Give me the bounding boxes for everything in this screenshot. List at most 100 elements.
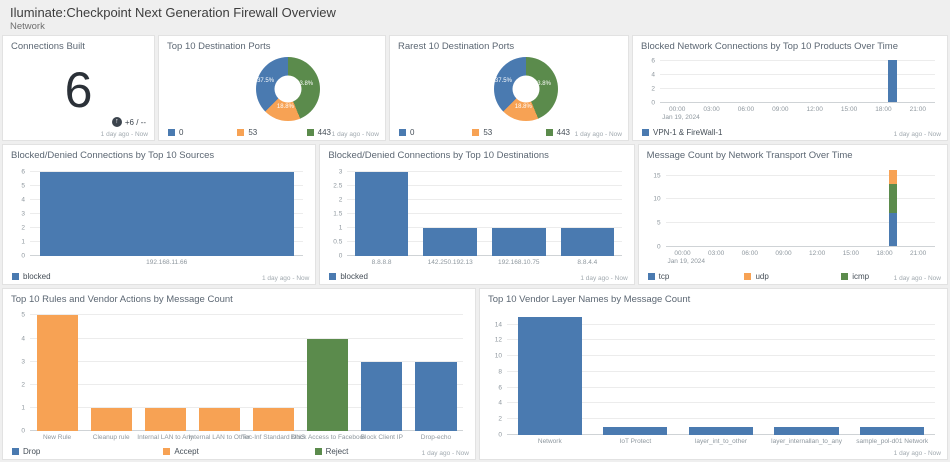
y-tick-label: 0 <box>21 252 25 260</box>
bar[interactable] <box>361 361 403 431</box>
legend-item-blocked[interactable]: blocked <box>12 272 306 281</box>
y-tick-label: 10 <box>653 195 661 203</box>
gridline <box>30 360 463 362</box>
legend-item-0[interactable]: 0 <box>168 128 237 137</box>
slice-percentage-label: 18.8% <box>514 104 532 111</box>
donut-chart-area: 43.8% 18.8% 37.5% <box>159 53 385 125</box>
x-tick-label: 8.8.4.4 <box>577 259 598 266</box>
y-tick-label: 6 <box>651 57 655 65</box>
x-tick-label: 21:00 <box>910 250 927 257</box>
legend-item-udp[interactable]: udp <box>744 272 841 281</box>
gridline <box>347 171 622 173</box>
bar-segment-icmp[interactable] <box>889 184 898 213</box>
panel-top-destination-ports: Top 10 Destination Ports 43.8% 18.8% 37.5%… <box>158 35 386 141</box>
panel-blocked-by-destinations: Blocked/Denied Connections by Top 10 Des… <box>319 144 635 285</box>
bars-area: 192.168.11.66 <box>30 168 303 266</box>
x-axis-line <box>660 102 935 103</box>
bar[interactable] <box>198 407 240 431</box>
y-tick-label: 1.5 <box>333 210 343 218</box>
gridline <box>507 370 935 372</box>
y-tick-label: 5 <box>21 311 25 319</box>
bar[interactable] <box>415 361 457 431</box>
bar-stack[interactable] <box>888 60 897 102</box>
y-tick-label: 4 <box>21 196 25 204</box>
connections-built-value: 6 <box>64 61 93 118</box>
legend: tcp udp icmp <box>639 269 947 284</box>
bar[interactable] <box>144 407 186 431</box>
y-tick-label: 3 <box>21 358 25 366</box>
legend-label: Reject <box>325 447 349 456</box>
legend: blocked <box>320 269 633 284</box>
y-tick-label: 3 <box>338 168 343 176</box>
x-tick-label: 12:00 <box>806 106 823 113</box>
bar[interactable] <box>603 427 668 435</box>
bar-slot: Tec-Inf Standard DNS <box>242 312 305 441</box>
bar[interactable] <box>774 427 839 435</box>
bar-segment-tcp[interactable] <box>889 212 898 246</box>
panel-title: Top 10 Rules and Vendor Actions by Messa… <box>11 294 233 305</box>
legend-item-blocked[interactable]: blocked <box>329 272 624 281</box>
legend-swatch <box>545 129 553 136</box>
bar[interactable] <box>517 316 582 435</box>
bar[interactable] <box>560 228 615 256</box>
delta-indicator: ↑ +6 / -- <box>111 117 146 127</box>
bar[interactable] <box>354 172 409 256</box>
legend-item-icmp[interactable]: icmp <box>841 272 938 281</box>
y-tick-label: 5 <box>657 219 661 227</box>
bar[interactable] <box>253 407 295 431</box>
bar-chart-area: 0 2 4 6 8 10 12 14 Network IoT Protect layer_int_t… <box>495 312 935 445</box>
bar[interactable] <box>860 427 925 435</box>
x-tick-label: 18:00 <box>876 250 893 257</box>
legend: 0 53 443 <box>159 125 385 140</box>
panel-row-1: Connections Built 6 ↑ +6 / -- 1 day ago … <box>0 35 950 141</box>
gridline <box>665 222 935 224</box>
gridline <box>30 383 463 385</box>
legend-item-443[interactable]: 443 <box>545 128 619 137</box>
bar-slot: Network <box>507 312 593 445</box>
legend-item-Reject[interactable]: Reject <box>314 447 466 456</box>
donut-chart[interactable]: 43.8% 18.8% 37.5% <box>493 57 558 121</box>
delta-value: +6 / -- <box>124 117 146 127</box>
legend-item-443[interactable]: 443 <box>306 128 376 137</box>
panel-vendor-layer-names: Top 10 Vendor Layer Names by Message Cou… <box>479 288 948 460</box>
bar[interactable] <box>90 407 132 431</box>
y-tick-label: 2 <box>338 196 343 204</box>
legend: Drop Accept Reject <box>3 444 475 459</box>
y-tick-label: 4 <box>651 71 655 79</box>
bar-segment-udp[interactable] <box>889 169 898 185</box>
bar[interactable] <box>36 315 78 431</box>
legend: 0 53 443 <box>390 125 628 140</box>
bar-stack[interactable] <box>889 169 898 246</box>
bar[interactable] <box>423 228 477 256</box>
legend-swatch <box>12 448 19 455</box>
x-tick-label: Block Client IP <box>360 434 403 441</box>
panel-title: Blocked/Denied Connections by Top 10 Sou… <box>11 150 215 161</box>
bar-slot: Block Access to Facebook <box>291 312 365 441</box>
x-tick-label: 06:00 <box>737 106 755 113</box>
bar-segment-VPN-1 & FireWall-1[interactable] <box>888 60 897 102</box>
legend-item-Drop[interactable]: Drop <box>12 447 163 456</box>
legend-label: tcp <box>658 272 670 281</box>
gridline <box>507 355 935 357</box>
bar-slot: layer_internallan_to_any <box>764 312 850 445</box>
gridline <box>347 185 622 187</box>
legend-item-VPN-1 & FireWall-1[interactable]: VPN-1 & FireWall-1 <box>642 128 938 137</box>
legend-item-53[interactable]: 53 <box>472 128 545 137</box>
slice-percentage-label: 37.5% <box>494 78 512 85</box>
legend-item-tcp[interactable]: tcp <box>647 272 745 281</box>
x-tick-label: layer_internallan_to_any <box>771 438 842 445</box>
bar[interactable] <box>688 427 754 435</box>
bar[interactable] <box>492 228 546 256</box>
legend-item-0[interactable]: 0 <box>399 128 472 137</box>
page-title: Iluminate:Checkpoint Next Generation Fir… <box>10 5 336 20</box>
bar[interactable] <box>307 338 349 431</box>
x-axis-line <box>30 430 463 431</box>
bar[interactable] <box>39 172 294 256</box>
y-tick-label: 4 <box>21 335 25 343</box>
legend-swatch <box>642 129 649 136</box>
donut-chart[interactable]: 43.8% 18.8% 37.5% <box>255 57 320 121</box>
legend-item-Accept[interactable]: Accept <box>163 447 314 456</box>
time-range-label: 1 day ago - Now <box>100 131 148 138</box>
legend-item-53[interactable]: 53 <box>237 128 306 137</box>
legend: blocked <box>3 269 315 284</box>
